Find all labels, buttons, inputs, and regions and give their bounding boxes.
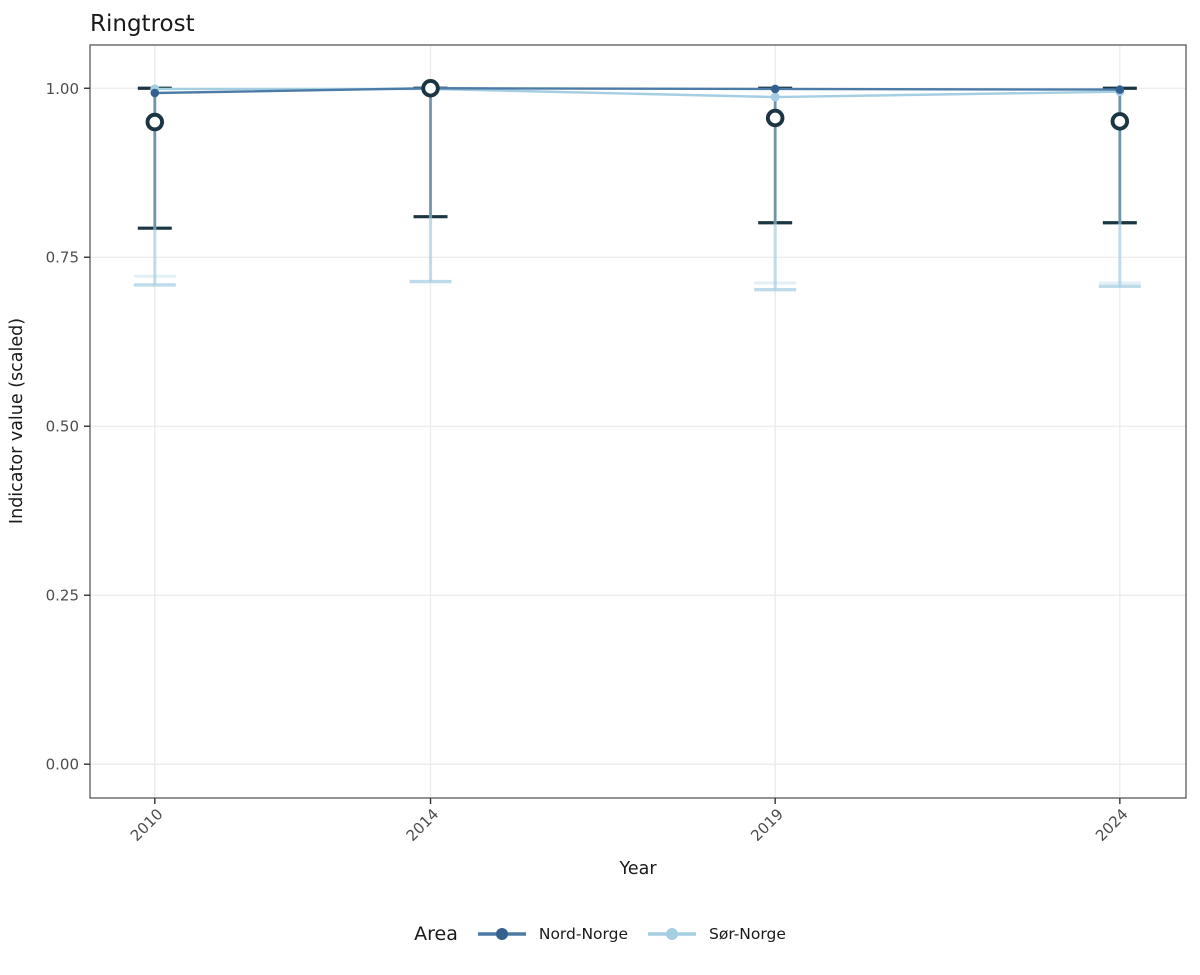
y-tick-label: 0.25: [46, 587, 79, 605]
open-circle-marker: [1110, 112, 1130, 131]
errorbar-sor-norge: [754, 97, 797, 292]
open-circle-marker: [421, 79, 440, 98]
legend-key-dot: [495, 928, 508, 940]
data-point-nord-norge: [1115, 85, 1125, 94]
legend-key-icon: [648, 928, 697, 940]
legend-item-nord-norge: Nord-Norge: [474, 923, 628, 945]
errorbar-sor-norge: [409, 88, 452, 284]
y-tick-label: 1.00: [46, 80, 79, 98]
open-circle-marker: [765, 108, 785, 128]
y-axis-title: Indicator value (scaled): [7, 318, 27, 524]
x-tick-label: 2010: [127, 805, 167, 845]
legend-key-dot: [666, 928, 679, 940]
series-line-nord-norge: [154, 87, 1120, 95]
x-tick-label: 2024: [1092, 805, 1132, 845]
panel-border: [89, 44, 1187, 799]
y-tick-label: 0.75: [46, 249, 79, 267]
legend-key-icon: [477, 928, 526, 940]
data-point-nord-norge: [150, 88, 160, 98]
x-tick-label: 2014: [403, 805, 443, 845]
data-point-nord-norge: [770, 84, 780, 94]
legend-title: Area: [414, 923, 458, 945]
x-axis-title: Year: [618, 859, 657, 879]
open-circle-marker: [145, 112, 165, 132]
y-tick-label: 0.00: [46, 756, 79, 774]
legend-item-s-r-norge: Sør-Norge: [644, 923, 786, 945]
chart-title: Ringtrost: [90, 11, 195, 37]
data-point-sor-norge: [770, 92, 780, 102]
y-tick-label: 0.50: [46, 418, 79, 436]
legend: Area Nord-Norge Sør-Norge: [0, 912, 1200, 956]
plot-area: 0.00 0.25 0.50 0.75 1.00 2010 2014 2019 2024: [46, 44, 1187, 845]
x-tick-label: 2019: [747, 805, 787, 845]
series-line-sor-norge: [154, 87, 1120, 99]
legend-label: Nord-Norge: [538, 925, 629, 943]
legend-label: Sør-Norge: [709, 925, 786, 943]
chart-canvas: Ringtrost 0.00 0.25 0.50 0.75 1.00 2010 2014 20…: [7, 11, 1187, 879]
